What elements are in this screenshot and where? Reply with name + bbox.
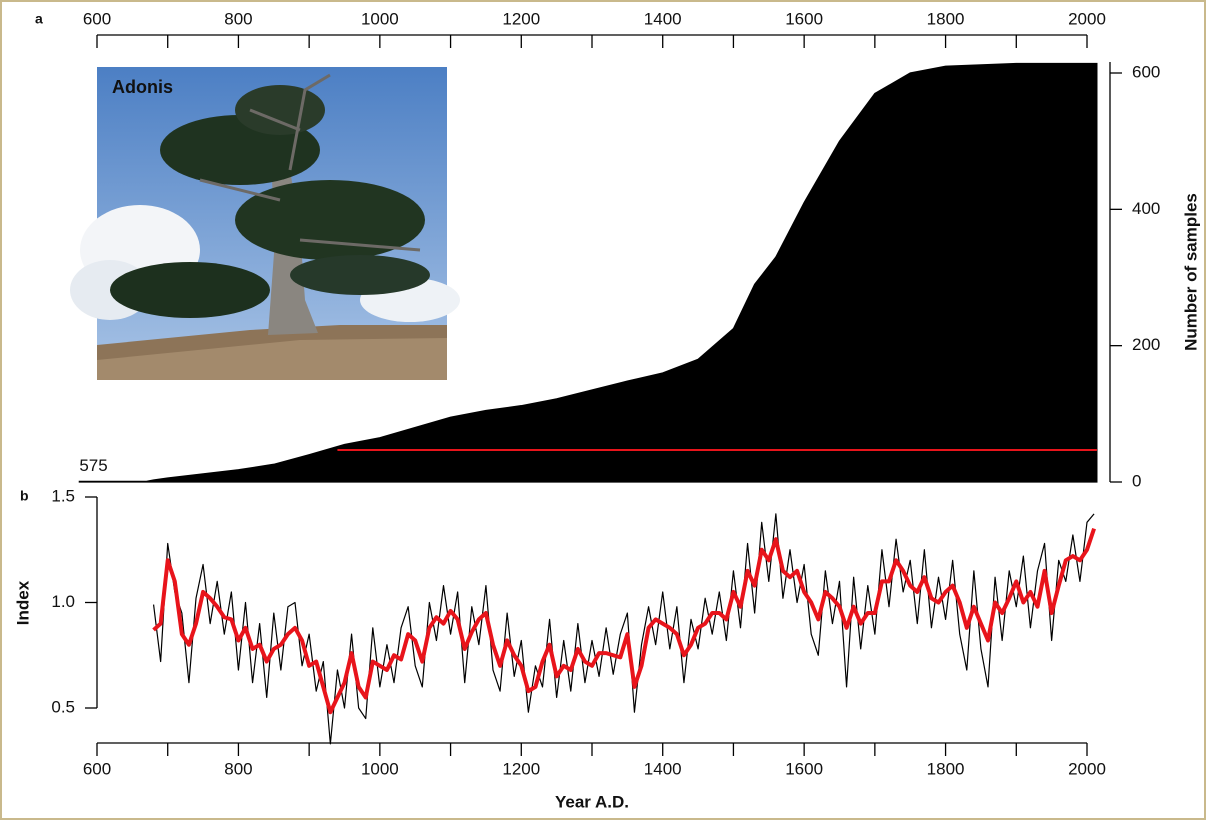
x-tick-label: 600 xyxy=(83,759,111,778)
x-tick-label: 1600 xyxy=(785,759,823,778)
x-tick-label: 1800 xyxy=(927,759,965,778)
y-tick-label: 400 xyxy=(1132,199,1160,218)
x-tick-label: 1400 xyxy=(644,759,682,778)
x-tick-label: 1200 xyxy=(502,759,540,778)
x-axis-label: Year A.D. xyxy=(555,792,629,811)
x-tick-label: 1000 xyxy=(361,9,399,28)
panel-label: a xyxy=(35,11,43,27)
x-tick-label: 1800 xyxy=(927,9,965,28)
x-tick-label: 600 xyxy=(83,9,111,28)
smoothed-series xyxy=(152,528,1096,715)
y-axis-label: Number of samples xyxy=(1181,193,1200,351)
annual-series xyxy=(152,513,1095,745)
x-tick-label: 1000 xyxy=(361,759,399,778)
sample-area xyxy=(78,62,1098,483)
y-tick-label: 1.5 xyxy=(51,486,75,505)
y-tick-label: 1.0 xyxy=(51,592,75,611)
y-tick-label: 600 xyxy=(1132,62,1160,81)
y-tick-label: 0.5 xyxy=(51,697,75,716)
y-axis-label: Index xyxy=(13,580,32,625)
panel-label: b xyxy=(20,488,29,504)
y-tick-label: 200 xyxy=(1132,335,1160,354)
x-tick-label: 800 xyxy=(224,759,252,778)
x-tick-label: 2000 xyxy=(1068,9,1106,28)
x-tick-label: 1600 xyxy=(785,9,823,28)
x-tick-label: 1400 xyxy=(644,9,682,28)
y-tick-label: 0 xyxy=(1132,471,1141,490)
start-year-label: 575 xyxy=(79,456,107,475)
x-tick-label: 800 xyxy=(224,9,252,28)
x-tick-label: 2000 xyxy=(1068,759,1106,778)
photo-label: Adonis xyxy=(112,77,173,97)
x-tick-label: 1200 xyxy=(502,9,540,28)
photo xyxy=(70,67,460,380)
